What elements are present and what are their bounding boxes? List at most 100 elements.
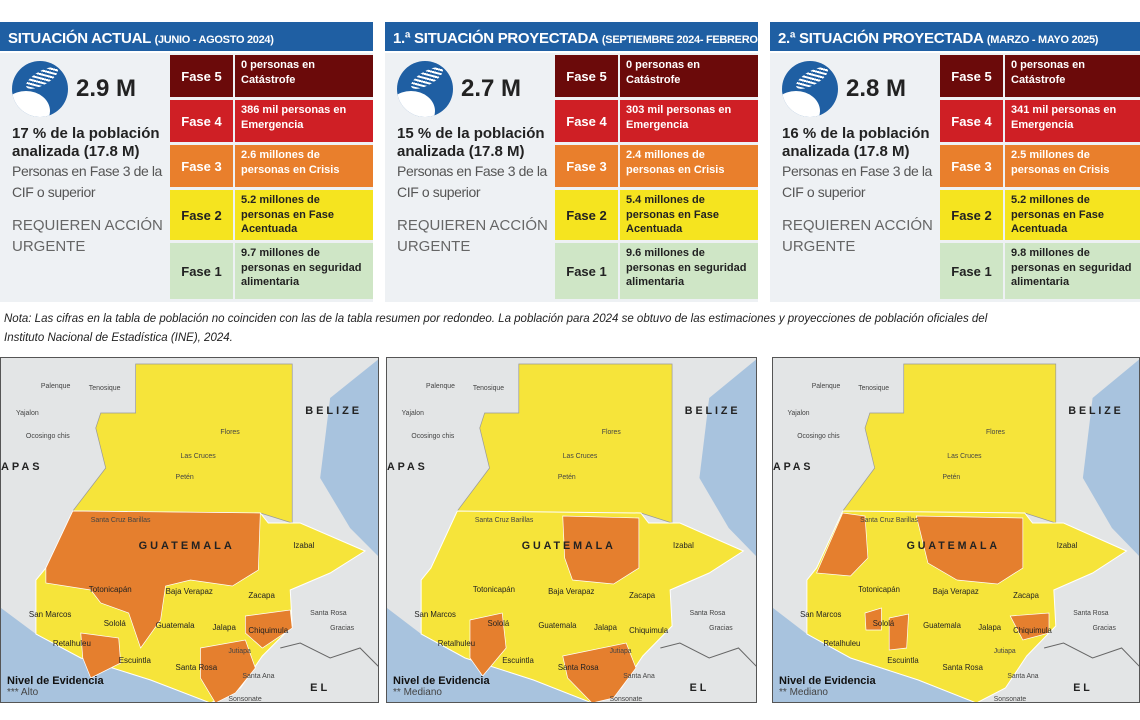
panel-title: 2.ª SITUACIÓN PROYECTADA [778, 30, 984, 47]
map-label-sonsonate: Sonsonate [610, 696, 643, 703]
map-label-sonsonate: Sonsonate [228, 696, 261, 703]
map-label-country: GUATEMALA [907, 540, 1000, 552]
map-label-santacruz: Santa Cruz Barillas [475, 517, 534, 524]
border-line [1044, 642, 1139, 667]
map-label-palenque: Palenque [426, 383, 455, 390]
map-label-sonsonate: Sonsonate [994, 696, 1027, 703]
phase-label: Fase 1 [940, 243, 1003, 299]
map-label-sanmarcos: San Marcos [800, 610, 841, 619]
ipc-corn-logo-icon [397, 61, 453, 117]
phase-text: 0 personas en Catástrofe [1005, 55, 1140, 97]
map-label-jutiapa: Jutiapa [610, 648, 632, 655]
phase-map: Palenque Tenosique Yajalon Ocosingo chis AP… [386, 357, 757, 703]
total-people: 2.7 M [461, 75, 522, 102]
map-label-lascruces: Las Cruces [947, 453, 982, 460]
map-label-palenque: Palenque [41, 383, 71, 390]
map-label-zacapa: Zacapa [629, 591, 656, 600]
map-label-country: GUATEMALA [139, 540, 235, 552]
map-label-ocosingo: Ocosingo chis [797, 433, 840, 440]
map-label-chiquimula: Chiquimula [248, 626, 288, 635]
map-label-retalhuleu: Retalhuleu [53, 639, 91, 648]
map-label-yajalon: Yajalon [788, 410, 810, 417]
phase-text: 9.6 millones de personas en seguridad al… [620, 243, 758, 299]
map-label-chiapas: APAS [773, 461, 813, 473]
map-label-chiapas: APAS [387, 461, 428, 473]
panel-header: 1.ª SITUACIÓN PROYECTADA (SEPTIEMBRE 202… [385, 22, 758, 51]
phase-row: Fase 4 303 mil personas en Emergencia [555, 100, 758, 142]
map-label-retalhuleu: Retalhuleu [823, 639, 860, 648]
phase-text: 5.2 millones de personas en Fase Acentua… [1005, 190, 1140, 240]
note: Nota: Las cifras en la tabla de població… [4, 310, 1140, 348]
phase-row: Fase 5 0 personas en Catástrofe [170, 55, 373, 97]
phase-label: Fase 3 [170, 145, 233, 187]
phase-map: Palenque Tenosique Yajalon Ocosingo chis AP… [0, 357, 379, 703]
map-label-izabal: Izabal [673, 541, 694, 550]
phase-row: Fase 4 341 mil personas en Emergencia [940, 100, 1140, 142]
urgent-action-label: REQUIEREN ACCIÓN URGENTE [782, 217, 933, 255]
map-label-solola: Sololá [104, 619, 127, 628]
border-line [660, 642, 756, 667]
phase-row: Fase 3 2.4 millones de personas en Crisi… [555, 145, 758, 187]
phase-row: Fase 5 0 personas en Catástrofe [940, 55, 1140, 97]
pacific-ocean [773, 608, 974, 702]
map-label-zacapa: Zacapa [1013, 591, 1039, 600]
evidence-level: Mediano [403, 687, 442, 698]
phase-row: Fase 3 2.5 millones de personas en Crisi… [940, 145, 1140, 187]
map-label-santaana: Santa Ana [242, 673, 274, 680]
map-label-escuintla: Escuintla [887, 656, 919, 665]
evidence-stars: ** [779, 687, 787, 698]
caribbean-sea [699, 359, 756, 556]
phase-row: Fase 4 386 mil personas en Emergencia [170, 100, 373, 142]
map-label-bajaverapaz: Baja Verapaz [548, 587, 594, 596]
phase-label: Fase 2 [940, 190, 1003, 240]
map-label-escuintla: Escuintla [119, 656, 152, 665]
map-label-chiquimula: Chiquimula [629, 626, 669, 635]
map-label-ocosingo: Ocosingo chis [411, 433, 454, 440]
map-label-peten: Petén [942, 474, 960, 481]
map-label-santarosa: Santa Rosa [942, 663, 983, 672]
evidence-stars: ** [393, 687, 401, 698]
map-label-chiapas: APAS [1, 461, 43, 473]
caribbean-sea [1082, 359, 1139, 556]
phase-text: 303 mil personas en Emergencia [620, 100, 758, 142]
phase-row: Fase 2 5.2 millones de personas en Fase … [940, 190, 1140, 240]
map-label-peten: Petén [176, 474, 194, 481]
map-label-santacruz: Santa Cruz Barillas [860, 517, 918, 524]
map-label-jalapa: Jalapa [594, 623, 618, 632]
map-label-lascruces: Las Cruces [181, 453, 217, 460]
phase-description: Personas en Fase 3 de la CIF o superior [397, 163, 547, 200]
legend-title: Nivel de Evidencia [393, 675, 490, 687]
map-label-santarosa: Santa Rosa [1073, 610, 1109, 617]
map-label-guatemala: Guatemala [923, 621, 961, 630]
caribbean-sea [320, 359, 378, 556]
map-label-flores: Flores [220, 429, 240, 436]
map-label-izabal: Izabal [1057, 541, 1078, 550]
phase-text: 9.8 millones de personas en seguridad al… [1005, 243, 1140, 299]
phase-label: Fase 3 [940, 145, 1003, 187]
phase-label: Fase 2 [555, 190, 618, 240]
map-label-tenosique: Tenosique [473, 385, 504, 392]
phase-map: Palenque Tenosique Yajalon Ocosingo chis AP… [772, 357, 1140, 703]
map-label-totonicapan: Totonicapán [473, 585, 515, 594]
urgent-action-label: REQUIEREN ACCIÓN URGENTE [397, 217, 548, 255]
pacific-ocean [1, 608, 208, 702]
phase3-region [80, 632, 122, 679]
panel-header: 2.ª SITUACIÓN PROYECTADA (MARZO - MAYO 2… [770, 22, 1140, 51]
phase-row: Fase 1 9.8 millones de personas en segur… [940, 243, 1140, 299]
map-label-jalapa: Jalapa [978, 623, 1001, 632]
phase3-region [469, 612, 507, 677]
panel-title: SITUACIÓN ACTUAL [8, 30, 151, 47]
peten-region [456, 363, 673, 524]
map-label-zacapa: Zacapa [248, 591, 275, 600]
phase3-region [245, 609, 293, 649]
map-label-santarosa: Santa Rosa [690, 610, 726, 617]
map-label-chiquimula: Chiquimula [1013, 626, 1052, 635]
legend-title: Nivel de Evidencia [779, 675, 876, 687]
total-people: 2.9 M [76, 75, 137, 102]
phase-row: Fase 1 9.6 millones de personas en segur… [555, 243, 758, 299]
percent-analyzed: 16 % de la población analizada (17.8 M) [782, 125, 930, 160]
phase-label: Fase 5 [555, 55, 618, 97]
map-label-totonicapan: Totonicapán [89, 585, 132, 594]
map-label-jutiapa: Jutiapa [994, 648, 1016, 655]
phase-row: Fase 2 5.4 millones de personas en Fase … [555, 190, 758, 240]
